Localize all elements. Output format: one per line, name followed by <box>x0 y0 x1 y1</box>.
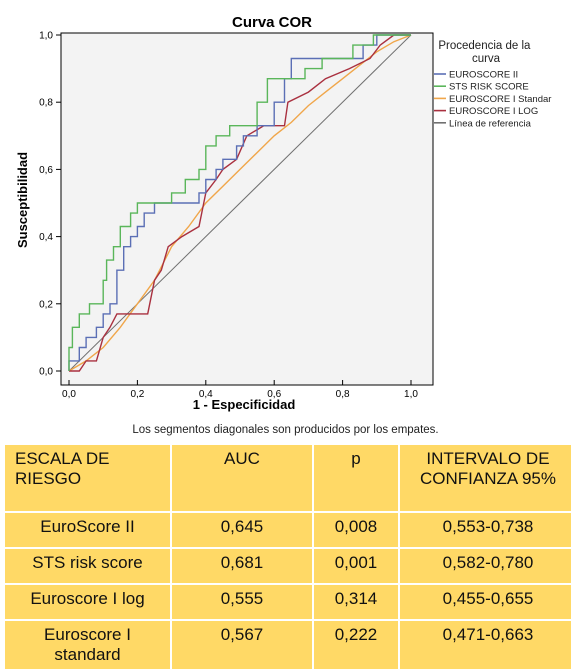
legend-label: EUROSCORE I LOG <box>449 106 538 117</box>
y-axis-label: Susceptibilidad <box>15 152 30 248</box>
roc-chart-figure: Curva COR 0,0 0,2 0,4 0,6 0,8 1,0 0,0 0,2 0,4 0,6… <box>15 14 552 436</box>
header-p: p <box>314 445 398 511</box>
cell-auc: 0,555 <box>172 585 312 619</box>
x-tick-label: 0,0 <box>62 389 76 400</box>
cell-p: 0,001 <box>314 549 398 583</box>
legend-label: Línea de referencia <box>449 118 532 129</box>
cell-p: 0,222 <box>314 621 398 669</box>
x-tick-label: 0,6 <box>267 389 281 400</box>
table-row: EuroScore II 0,645 0,008 0,553-0,738 <box>5 513 571 547</box>
cell-ci: 0,553-0,738 <box>400 513 571 547</box>
cell-scale: EuroScore II <box>5 513 170 547</box>
cell-auc: 0,681 <box>172 549 312 583</box>
x-tick-label: 1,0 <box>404 389 418 400</box>
legend: Procedencia de la curva EUROSCORE IISTS … <box>434 40 551 129</box>
y-tick-label: 0,6 <box>39 165 53 176</box>
chart-title: Curva COR <box>232 14 312 31</box>
cell-ci: 0,455-0,655 <box>400 585 571 619</box>
y-tick-label: 1,0 <box>39 31 53 42</box>
series-line-l-nea-de-referencia <box>68 34 412 372</box>
cell-ci: 0,471-0,663 <box>400 621 571 669</box>
table-row: Euroscore I standard 0,567 0,222 0,471-0… <box>5 621 571 669</box>
header-intervalo: INTERVALO DE CONFIANZA 95% <box>400 445 571 511</box>
results-table: ESCALA DE RIESGO AUC p INTERVALO DE CONF… <box>3 443 571 671</box>
y-tick-label: 0,4 <box>39 232 53 243</box>
results-table-container: ESCALA DE RIESGO AUC p INTERVALO DE CONF… <box>3 443 571 671</box>
y-tick-label: 0,0 <box>39 367 53 378</box>
series-line-euroscore-i-standar <box>68 34 412 372</box>
y-tick-label: 0,8 <box>39 98 53 109</box>
table-header-row: ESCALA DE RIESGO AUC p INTERVALO DE CONF… <box>5 445 571 511</box>
series-line-sts-risk-score <box>68 34 411 371</box>
cell-auc: 0,645 <box>172 513 312 547</box>
cell-p: 0,314 <box>314 585 398 619</box>
cell-ci: 0,582-0,780 <box>400 549 571 583</box>
header-escala: ESCALA DE RIESGO <box>5 445 170 511</box>
cell-scale: Euroscore I standard <box>5 621 170 669</box>
cell-scale: Euroscore I log <box>5 585 170 619</box>
legend-title: Procedencia de la curva <box>438 40 533 65</box>
table-row: Euroscore I log 0,555 0,314 0,455-0,655 <box>5 585 571 619</box>
x-tick-label: 0,8 <box>336 389 350 400</box>
header-auc: AUC <box>172 445 312 511</box>
cell-scale: STS risk score <box>5 549 170 583</box>
plot-area <box>60 32 434 386</box>
x-axis-label: 1 - Especificidad <box>193 397 296 412</box>
y-tick-label: 0,2 <box>39 299 53 310</box>
roc-chart-svg: Curva COR 0,0 0,2 0,4 0,6 0,8 1,0 0,0 0,2 0,4 0,6… <box>15 14 551 412</box>
x-tick-label: 0,2 <box>130 389 144 400</box>
table-row: STS risk score 0,681 0,001 0,582-0,780 <box>5 549 571 583</box>
legend-label: EUROSCORE I Standar <box>449 94 551 105</box>
cell-p: 0,008 <box>314 513 398 547</box>
legend-label: EUROSCORE II <box>449 70 518 81</box>
series-line-euroscore-ii <box>68 34 411 371</box>
x-tick-label: 0,4 <box>199 389 213 400</box>
chart-footnote: Los segmentos diagonales son producidos … <box>132 424 439 436</box>
series-line-euroscore-i-log <box>69 34 411 372</box>
cell-auc: 0,567 <box>172 621 312 669</box>
legend-label: STS RISK SCORE <box>449 82 529 93</box>
